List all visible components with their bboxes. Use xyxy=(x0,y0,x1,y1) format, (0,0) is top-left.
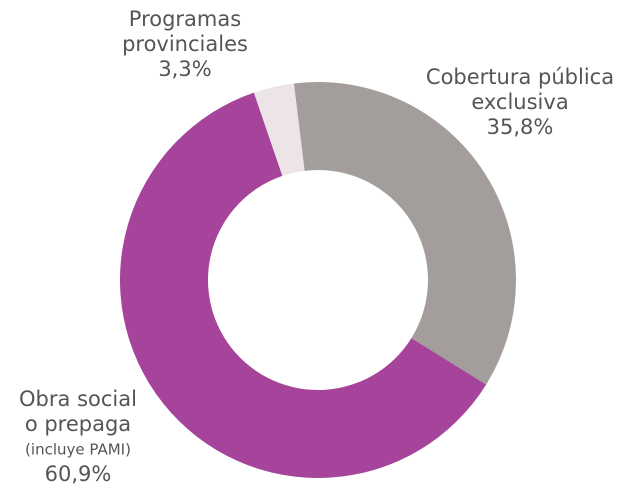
slice-label: Programas xyxy=(129,7,241,31)
slice-value-label: 35,8% xyxy=(487,115,554,139)
slice-label: Obra social xyxy=(19,387,137,411)
slice-value-label: 60,9% xyxy=(45,462,112,486)
slice-label: exclusiva xyxy=(471,90,568,114)
slice-label: o prepaga xyxy=(25,412,131,436)
donut-slice xyxy=(293,82,516,385)
slice-value-label: 3,3% xyxy=(158,57,211,81)
donut-slice xyxy=(253,83,305,176)
slice-label: provinciales xyxy=(122,32,248,56)
slice-label: (incluye PAMI) xyxy=(25,441,131,459)
slice-label: Cobertura pública xyxy=(426,65,614,89)
donut-slice xyxy=(119,92,487,479)
